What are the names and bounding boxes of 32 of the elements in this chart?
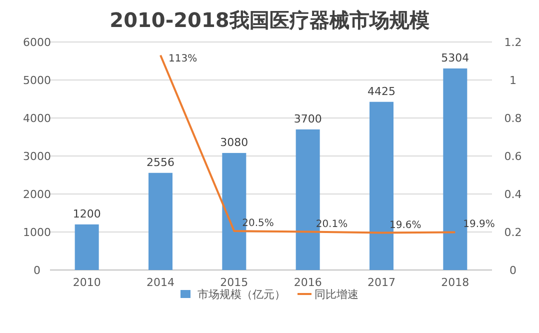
data-label: 113%: [168, 53, 198, 64]
data-label: 4425: [368, 84, 396, 98]
y2-tick-label: 1.2: [504, 36, 522, 49]
bar: [148, 172, 172, 270]
data-label: 1200: [72, 207, 101, 220]
data-label: 3080: [220, 136, 248, 149]
y-tick-label: 2000: [23, 188, 51, 201]
y2-tick-label: 0.2: [504, 226, 522, 239]
x-tick-label: 2015: [220, 276, 248, 289]
y-tick-label: 3000: [23, 150, 51, 163]
data-label: 2556: [146, 156, 174, 169]
y2-tick-label: 1: [510, 74, 516, 87]
bar: [74, 224, 99, 270]
y-tick-label: 6000: [23, 36, 51, 49]
y2-tick-label: 0.8: [504, 112, 522, 125]
x-tick-label: 2014: [146, 276, 174, 289]
data-label: 5304: [441, 51, 470, 64]
y-tick-label: 0: [34, 264, 40, 277]
y-tick-label: 1000: [23, 226, 51, 239]
x-tick-label: 2017: [368, 276, 396, 289]
legend-label: 同比增速: [314, 288, 358, 301]
chart-title: 2010-2018我国医疗器械市场规模: [110, 8, 430, 32]
x-tick-label: 2018: [441, 276, 470, 289]
y-tick-label: 4000: [23, 112, 51, 125]
y2-tick-label: 0.4: [504, 188, 522, 201]
x-tick-label: 2016: [294, 276, 322, 289]
data-label: 3700: [294, 112, 322, 126]
y2-tick-label: 0.6: [504, 150, 522, 163]
y2-tick-label: 0: [510, 264, 516, 277]
x-tick-label: 2010: [72, 276, 101, 289]
y-tick-label: 5000: [23, 74, 51, 87]
legend-label: 市场规模（亿元）: [198, 288, 286, 301]
